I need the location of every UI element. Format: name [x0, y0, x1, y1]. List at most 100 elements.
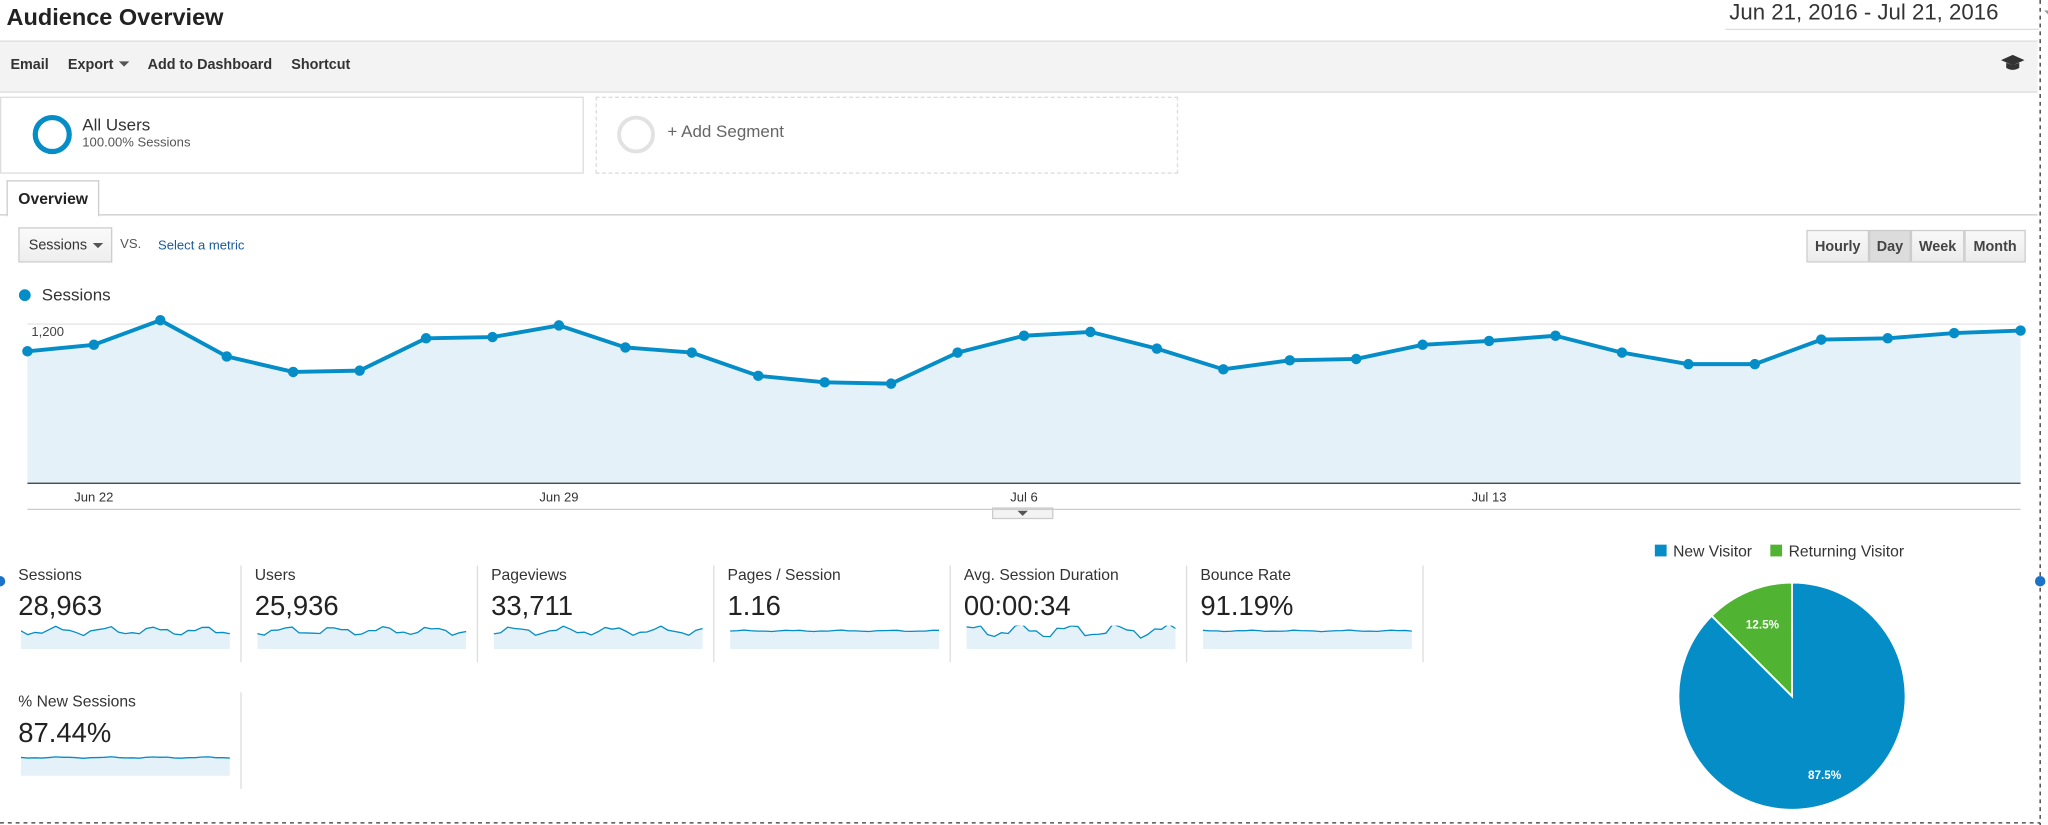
- sparkline: [966, 625, 1176, 650]
- date-range-text: Jun 21, 2016 - Jul 21, 2016: [1729, 0, 1999, 25]
- sparkline-area: [1202, 630, 1412, 650]
- metric-tile[interactable]: Sessions 28,963: [18, 566, 240, 663]
- tab[interactable]: Overview: [6, 180, 100, 217]
- data-point: [1816, 334, 1827, 345]
- segment-name: All Users: [82, 114, 151, 135]
- resize-handle[interactable]: [2034, 575, 2046, 587]
- sparkline: [257, 625, 467, 650]
- data-point: [155, 315, 166, 326]
- data-point: [420, 333, 432, 344]
- metric-value: 00:00:34: [963, 591, 1071, 622]
- legend-swatch: [1770, 544, 1783, 557]
- x-tick-label: Jul 6: [1010, 490, 1038, 505]
- granularity-button[interactable]: Month: [1964, 229, 2026, 263]
- data-point: [1018, 330, 1030, 341]
- data-point: [1151, 343, 1163, 354]
- series-area: [27, 320, 2021, 484]
- sparkline-line: [493, 625, 703, 637]
- help-icon[interactable]: [2000, 54, 2026, 72]
- metric-tile[interactable]: Pageviews 33,711: [491, 566, 713, 663]
- toolbar-item[interactable]: Add to Dashboard: [147, 57, 273, 74]
- metric-tile[interactable]: % New Sessions 87.44%: [18, 692, 240, 789]
- add-segment[interactable]: + Add Segment: [667, 121, 785, 142]
- data-point: [1483, 335, 1495, 347]
- granularity-button[interactable]: Week: [1910, 229, 1965, 263]
- date-range[interactable]: Jun 21, 2016 - Jul 21, 2016: [1725, 0, 2048, 31]
- add-segment-card[interactable]: [595, 96, 1179, 174]
- data-point: [620, 342, 631, 353]
- legend-label: New Visitor: [1673, 543, 1752, 560]
- data-point: [952, 347, 963, 358]
- x-tick-label: Jun 29: [539, 490, 578, 505]
- data-point: [88, 339, 100, 350]
- metric-separator: [240, 692, 242, 789]
- legend-label: Sessions: [42, 285, 111, 304]
- x-tick-label: Jun 22: [74, 490, 113, 505]
- data-point: [287, 366, 299, 378]
- collapse-caret: [1017, 510, 1028, 516]
- dropdown-caret: [2044, 10, 2048, 23]
- data-point: [885, 378, 897, 389]
- metric-tile[interactable]: Users 25,936: [255, 566, 477, 663]
- sparkline-line: [966, 625, 1176, 639]
- metric-dropdown[interactable]: Sessions: [18, 227, 113, 263]
- data-point: [819, 377, 830, 388]
- data-point: [553, 320, 565, 331]
- legend-swatch: [1654, 544, 1667, 557]
- metric-separator: [1422, 565, 1424, 663]
- metric-value: 28,963: [18, 591, 103, 622]
- data-point: [1218, 364, 1229, 375]
- sparkline: [493, 625, 703, 650]
- metric-tile[interactable]: Bounce Rate 91.19%: [1200, 566, 1422, 663]
- toolbar-item-text: Export: [67, 57, 114, 74]
- data-point: [1948, 327, 1960, 339]
- select-metric[interactable]: Select a metric: [158, 239, 245, 254]
- resize-handle[interactable]: [0, 576, 6, 587]
- data-point: [1284, 355, 1295, 366]
- metric-value: 33,711: [491, 591, 573, 622]
- sparkline: [1202, 629, 1412, 650]
- metric-separator: [476, 565, 479, 663]
- page-title: Audience Overview: [6, 3, 224, 31]
- sparkline-area: [257, 626, 467, 650]
- add-segment-ring: [617, 115, 656, 154]
- tab-rule: [0, 214, 2038, 216]
- metric-dropdown-text: Sessions: [28, 237, 88, 254]
- metric-value: 1.16: [727, 591, 781, 622]
- segment-card[interactable]: [0, 96, 584, 174]
- metric-separator: [240, 565, 242, 663]
- sparkline-area: [20, 756, 230, 776]
- toolbar-item[interactable]: Shortcut: [291, 57, 351, 74]
- sparkline-line: [20, 625, 230, 637]
- data-point: [1749, 358, 1761, 370]
- segment-ring: [32, 114, 72, 155]
- data-point: [354, 365, 365, 376]
- segment-detail: 100.00% Sessions: [82, 135, 191, 151]
- metric-label: Pages / Session: [727, 565, 841, 584]
- slice-label: 87.5%: [1808, 769, 1842, 782]
- granularity-button[interactable]: Hourly: [1806, 229, 1870, 263]
- metric-label: Avg. Session Duration: [963, 565, 1119, 584]
- metric-tile[interactable]: Avg. Session Duration 00:00:34: [964, 566, 1186, 663]
- metric-label: Pageviews: [491, 565, 567, 584]
- sparkline-area: [493, 626, 703, 650]
- data-point: [1550, 330, 1561, 341]
- sparkline-area: [966, 625, 1176, 650]
- metric-value: 87.44%: [18, 718, 112, 749]
- granularity-button[interactable]: Day: [1869, 229, 1911, 263]
- sparkline: [20, 756, 230, 776]
- slice-label: 12.5%: [1746, 619, 1780, 632]
- metric-label: Users: [254, 565, 296, 584]
- data-point: [753, 370, 764, 382]
- data-point: [1683, 358, 1694, 370]
- data-point: [221, 351, 232, 362]
- metric-label: % New Sessions: [18, 692, 136, 711]
- metric-separator: [713, 565, 715, 663]
- metric-tile[interactable]: Pages / Session 1.16: [728, 566, 950, 663]
- toolbar-item[interactable]: Export: [67, 57, 130, 74]
- data-point: [686, 347, 698, 358]
- sparkline: [730, 629, 940, 650]
- toolbar-item[interactable]: Email: [10, 57, 49, 74]
- data-point: [487, 331, 498, 343]
- data-point: [1085, 326, 1096, 338]
